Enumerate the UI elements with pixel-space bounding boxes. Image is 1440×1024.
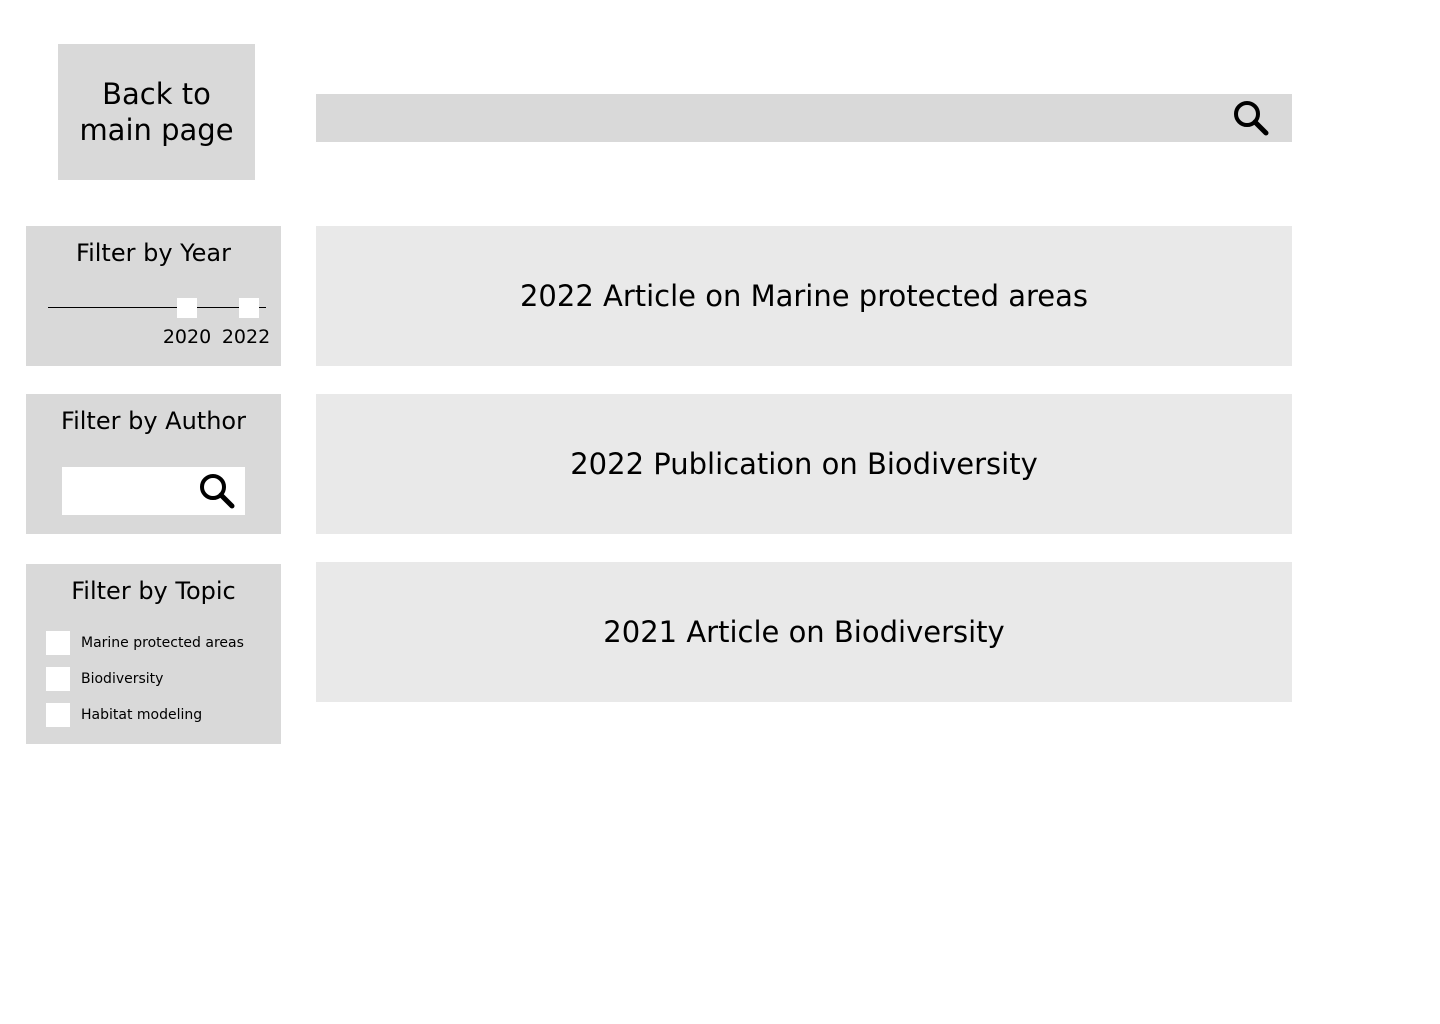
result-title: 2022 Publication on Biodiversity bbox=[570, 447, 1038, 481]
topic-option-label: Habitat modeling bbox=[81, 707, 203, 723]
topic-option-label: Biodiversity bbox=[81, 671, 164, 687]
year-range-start-label: 2020 bbox=[162, 326, 212, 348]
back-button-label: Back to main page bbox=[79, 77, 234, 147]
search-icon bbox=[200, 474, 235, 509]
topic-option-habitat-modeling[interactable]: Habitat modeling bbox=[46, 703, 276, 727]
year-filter-panel: Filter by Year 2020 2022 bbox=[26, 226, 281, 366]
search-icon bbox=[1234, 101, 1269, 136]
topic-filter-title: Filter by Topic bbox=[71, 577, 236, 605]
result-card[interactable]: 2022 Publication on Biodiversity bbox=[316, 394, 1292, 534]
year-range-end-label: 2022 bbox=[221, 326, 271, 348]
author-search-input[interactable] bbox=[62, 467, 192, 515]
year-slider-start-handle[interactable] bbox=[177, 298, 197, 318]
result-title: 2021 Article on Biodiversity bbox=[603, 615, 1005, 649]
topic-checkbox[interactable] bbox=[46, 631, 70, 655]
search-button[interactable] bbox=[1230, 98, 1274, 138]
author-filter-panel: Filter by Author bbox=[26, 394, 281, 534]
search-bar bbox=[316, 94, 1292, 142]
topic-option-biodiversity[interactable]: Biodiversity bbox=[46, 667, 276, 691]
topic-filter-panel: Filter by Topic Marine protected areas B… bbox=[26, 564, 281, 744]
topic-option-marine-protected-areas[interactable]: Marine protected areas bbox=[46, 631, 276, 655]
year-slider-track[interactable] bbox=[48, 307, 266, 308]
author-search-box bbox=[62, 467, 245, 515]
topic-option-label: Marine protected areas bbox=[81, 635, 244, 651]
result-title: 2022 Article on Marine protected areas bbox=[519, 279, 1089, 313]
author-search-button[interactable] bbox=[196, 471, 240, 511]
topic-checkbox[interactable] bbox=[46, 667, 70, 691]
search-input[interactable] bbox=[316, 94, 1216, 142]
result-card[interactable]: 2021 Article on Biodiversity bbox=[316, 562, 1292, 702]
year-filter-title: Filter by Year bbox=[76, 239, 231, 267]
author-filter-title: Filter by Author bbox=[61, 407, 246, 435]
result-card[interactable]: 2022 Article on Marine protected areas bbox=[316, 226, 1292, 366]
year-slider-end-handle[interactable] bbox=[239, 298, 259, 318]
topic-checkbox[interactable] bbox=[46, 703, 70, 727]
back-to-main-page-button[interactable]: Back to main page bbox=[58, 44, 255, 180]
